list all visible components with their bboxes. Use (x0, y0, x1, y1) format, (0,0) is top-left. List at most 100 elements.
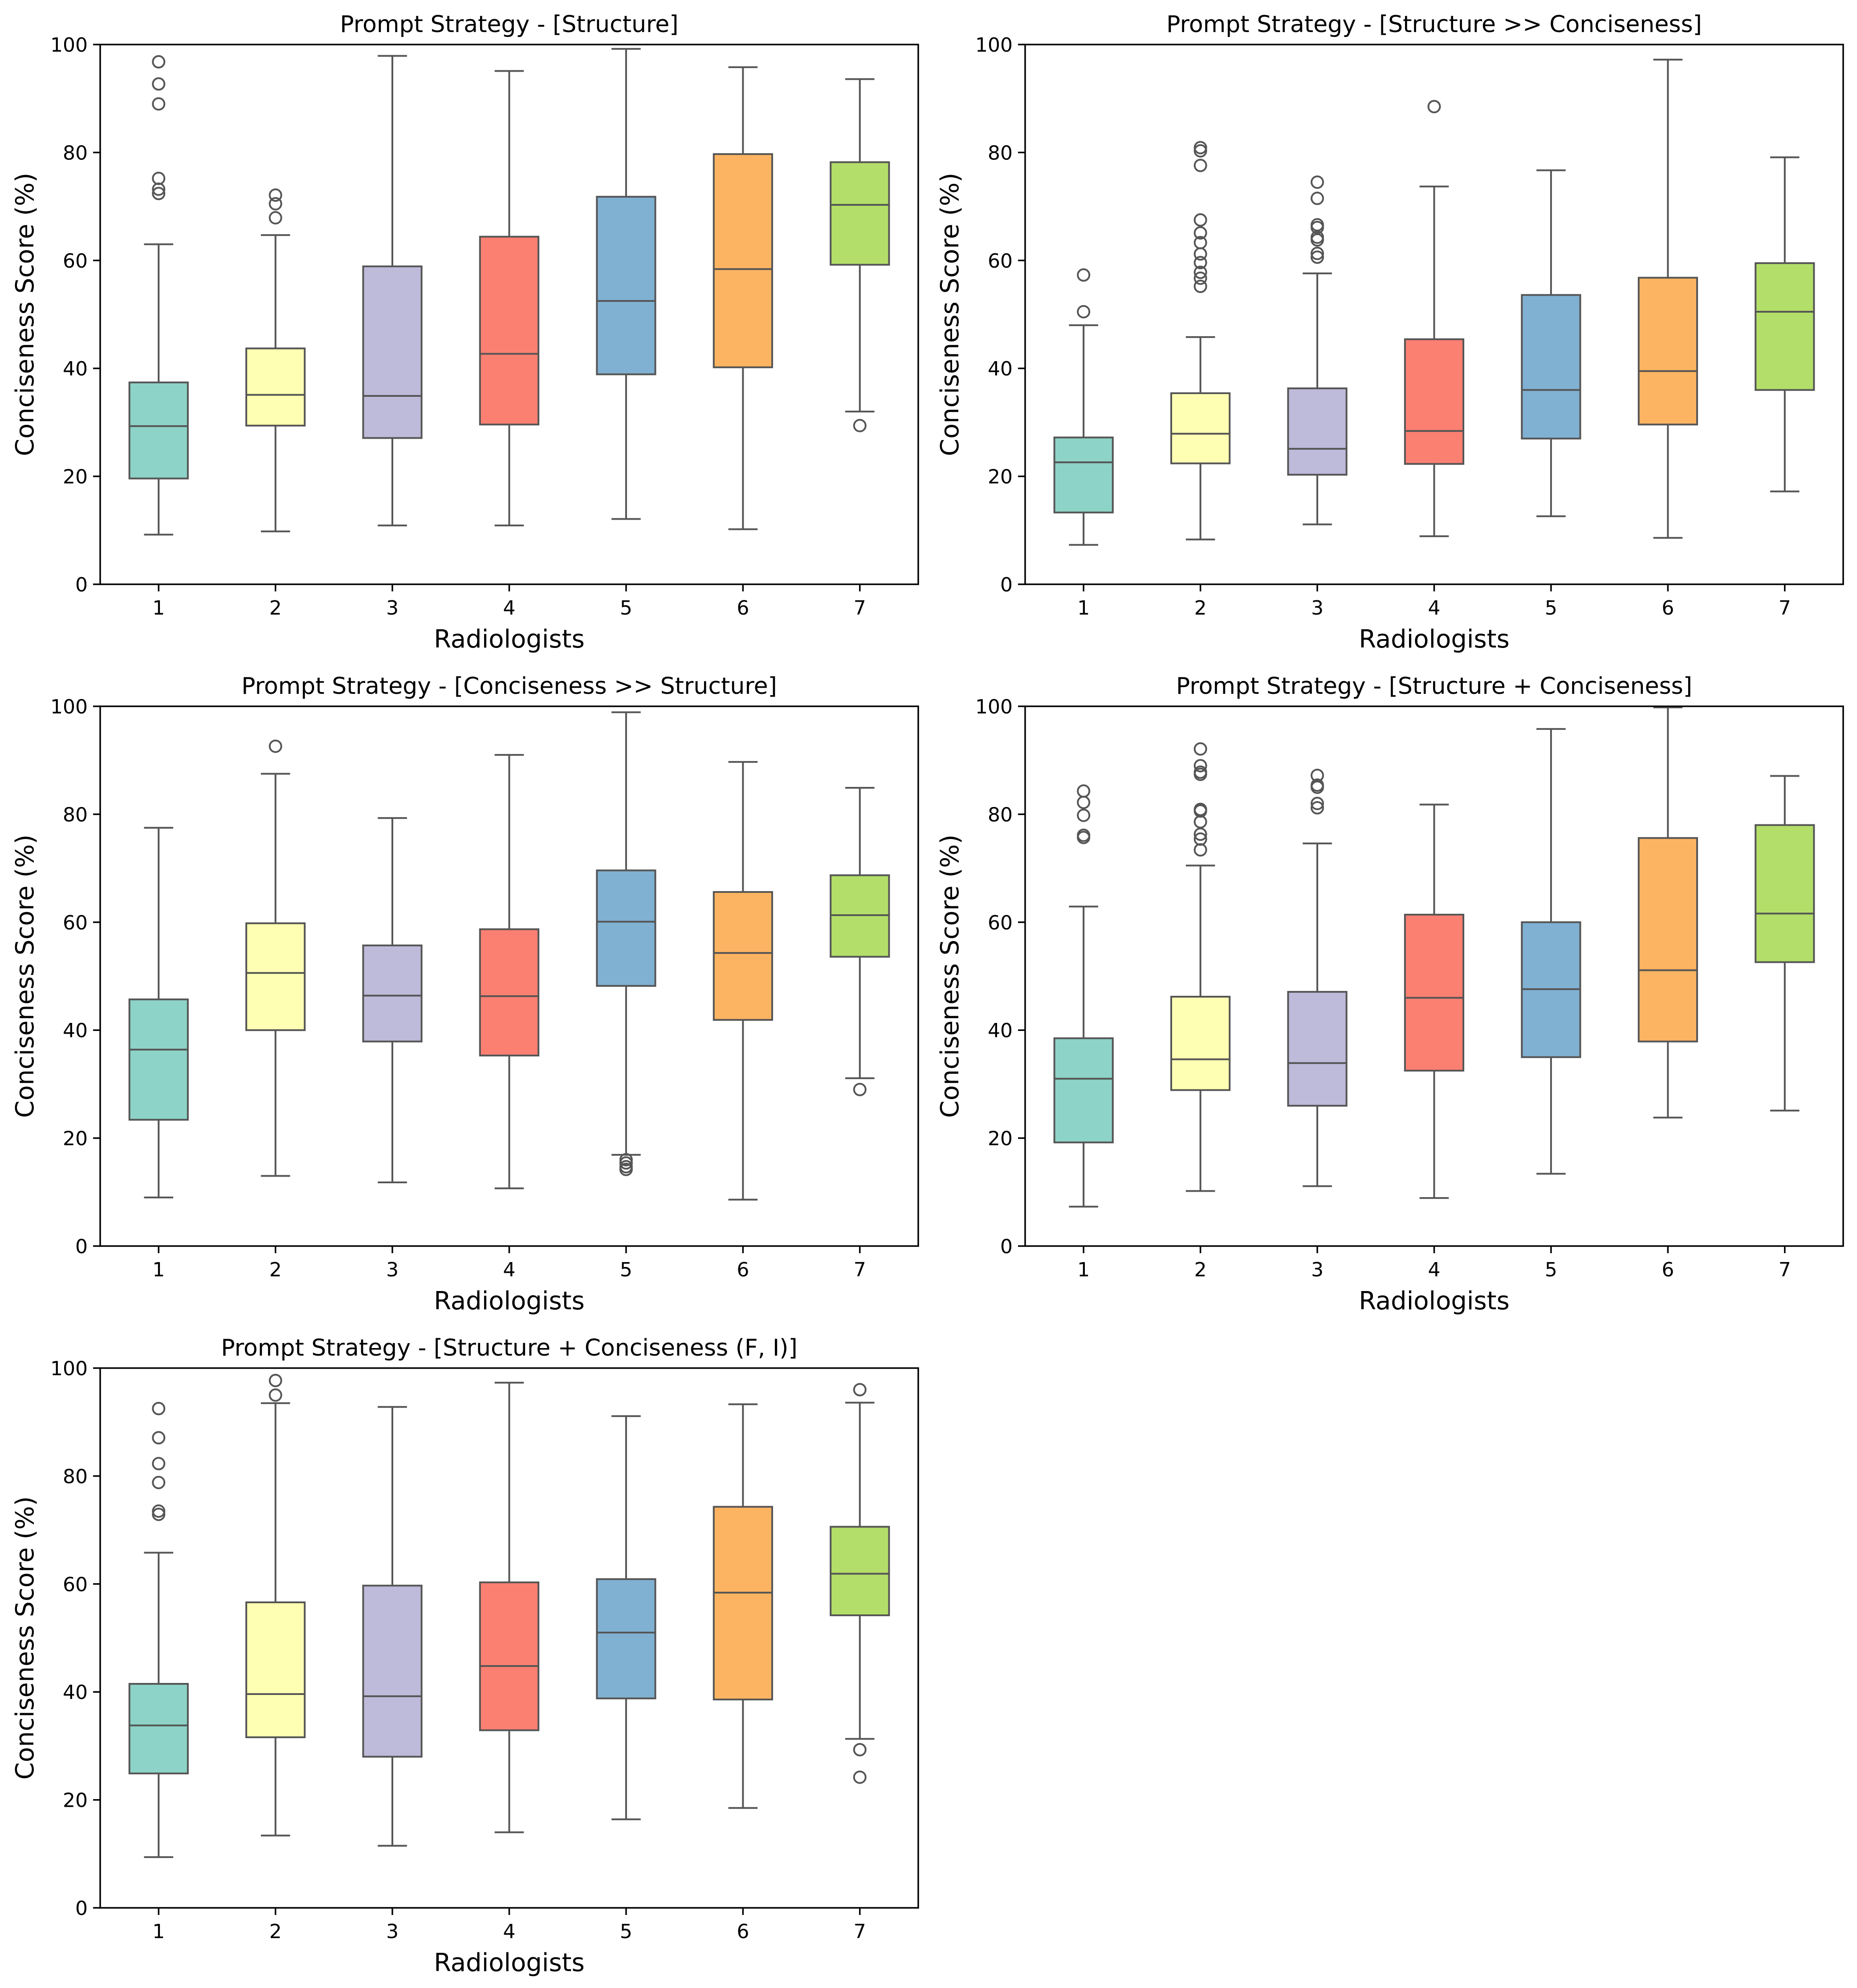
outlier-point (1077, 784, 1091, 798)
iqr-box (1287, 991, 1348, 1107)
y-tick-label: 0 (75, 1897, 88, 1920)
iqr-box (128, 381, 189, 480)
y-axis-label: Conciseness Score (%) (11, 835, 40, 1118)
outlier-point (1311, 250, 1324, 264)
box-group-radiologist-5 (596, 1415, 656, 1821)
iqr-box (362, 944, 423, 1043)
box-group-radiologist-3 (362, 1406, 423, 1847)
outlier-point (1311, 247, 1324, 261)
iqr-box (1170, 996, 1231, 1091)
outlier-point (1311, 778, 1324, 792)
outlier-point (619, 1160, 633, 1173)
x-tick-label: 7 (854, 1259, 866, 1281)
outlier-point (269, 739, 282, 753)
y-tick-label: 0 (75, 1235, 88, 1258)
x-tick-label: 6 (1662, 1259, 1674, 1281)
box-group-radiologist-6 (1637, 58, 1698, 539)
box-group-radiologist-3 (362, 817, 423, 1183)
outlier-point (269, 188, 282, 202)
outlier-point (1077, 268, 1091, 282)
iqr-box (245, 922, 306, 1031)
x-axis-label: Radiologists (434, 1948, 585, 1977)
y-tick-label: 60 (988, 912, 1013, 934)
box-group-radiologist-3 (362, 55, 423, 526)
iqr-box (830, 161, 890, 266)
x-tick-label: 3 (386, 597, 399, 619)
box-group-radiologist-1 (128, 827, 189, 1198)
outlier-point (269, 211, 282, 225)
outlier-point (152, 1504, 166, 1518)
outlier-point (1193, 236, 1207, 249)
outlier-point (1193, 265, 1207, 279)
outlier-point (1311, 218, 1324, 232)
y-tick-label: 100 (975, 34, 1013, 57)
x-tick-label: 5 (1545, 597, 1557, 619)
box-group-radiologist-2 (245, 739, 306, 1177)
box-group-radiologist-7 (830, 787, 890, 1096)
y-tick-label: 60 (63, 1573, 88, 1596)
x-axis-label: Radiologists (1359, 1287, 1510, 1316)
outlier-point (1193, 803, 1207, 816)
outlier-point (1193, 742, 1207, 756)
x-tick-label: 7 (854, 1920, 866, 1943)
outlier-point (269, 1388, 282, 1402)
outlier-point (1193, 226, 1207, 240)
box-group-radiologist-4 (1404, 100, 1465, 538)
outlier-point (1193, 832, 1207, 846)
box-group-radiologist-5 (1521, 728, 1581, 1175)
outlier-point (853, 1083, 867, 1096)
iqr-box (128, 998, 189, 1121)
outlier-point (152, 1401, 166, 1415)
outlier-point (1427, 100, 1441, 114)
y-tick-label: 80 (63, 142, 88, 164)
x-tick-label: 4 (1428, 597, 1441, 619)
box-group-radiologist-6 (1637, 706, 1698, 1119)
y-tick-label: 0 (1000, 574, 1013, 596)
outlier-point (1077, 828, 1091, 842)
chart-title: Prompt Strategy - [Structure + Concisene… (1176, 673, 1692, 700)
iqr-box (1170, 392, 1231, 464)
outlier-point (1077, 808, 1091, 822)
iqr-box (362, 1585, 423, 1758)
y-tick-label: 0 (1000, 1235, 1013, 1258)
outlier-point (152, 1475, 166, 1489)
y-axis-label: Conciseness Score (%) (936, 173, 965, 456)
x-tick-label: 3 (386, 1259, 399, 1281)
iqr-box (479, 928, 540, 1057)
box-group-radiologist-3 (1287, 175, 1348, 526)
outlier-point (853, 419, 867, 432)
outlier-point (1311, 769, 1324, 782)
y-tick-label: 20 (988, 1128, 1013, 1150)
chart-title: Prompt Strategy - [Conciseness >> Struct… (241, 673, 777, 700)
iqr-box (1053, 1037, 1114, 1144)
x-tick-label: 6 (737, 1259, 749, 1281)
outlier-point (1311, 797, 1324, 811)
iqr-box (479, 1581, 540, 1731)
y-tick-label: 20 (63, 1128, 88, 1150)
box-group-radiologist-3 (1287, 769, 1348, 1187)
y-tick-label: 40 (988, 358, 1013, 380)
outlier-point (269, 1373, 282, 1387)
outlier-point (152, 171, 166, 185)
plot-frame (99, 1367, 919, 1909)
outlier-point (152, 187, 166, 200)
iqr-box (1404, 338, 1465, 465)
chart-panel-3: Prompt Strategy - [Conciseness >> Struct… (11, 673, 919, 1316)
iqr-box (596, 196, 656, 375)
y-tick-label: 40 (63, 358, 88, 380)
outlier-point (1311, 801, 1324, 815)
box-group-radiologist-1 (1053, 268, 1114, 546)
box-group-radiologist-6 (713, 761, 773, 1201)
outlier-point (1193, 159, 1207, 172)
plot-frame (1024, 705, 1844, 1247)
y-axis-label: Conciseness Score (%) (11, 1496, 40, 1780)
box-group-radiologist-7 (1755, 156, 1815, 493)
outlier-point (1193, 213, 1207, 227)
outlier-point (1311, 175, 1324, 189)
x-tick-label: 5 (620, 1920, 632, 1943)
box-group-radiologist-5 (596, 48, 656, 520)
y-tick-label: 100 (50, 34, 88, 57)
x-tick-label: 6 (737, 597, 749, 619)
x-tick-label: 7 (854, 597, 866, 619)
